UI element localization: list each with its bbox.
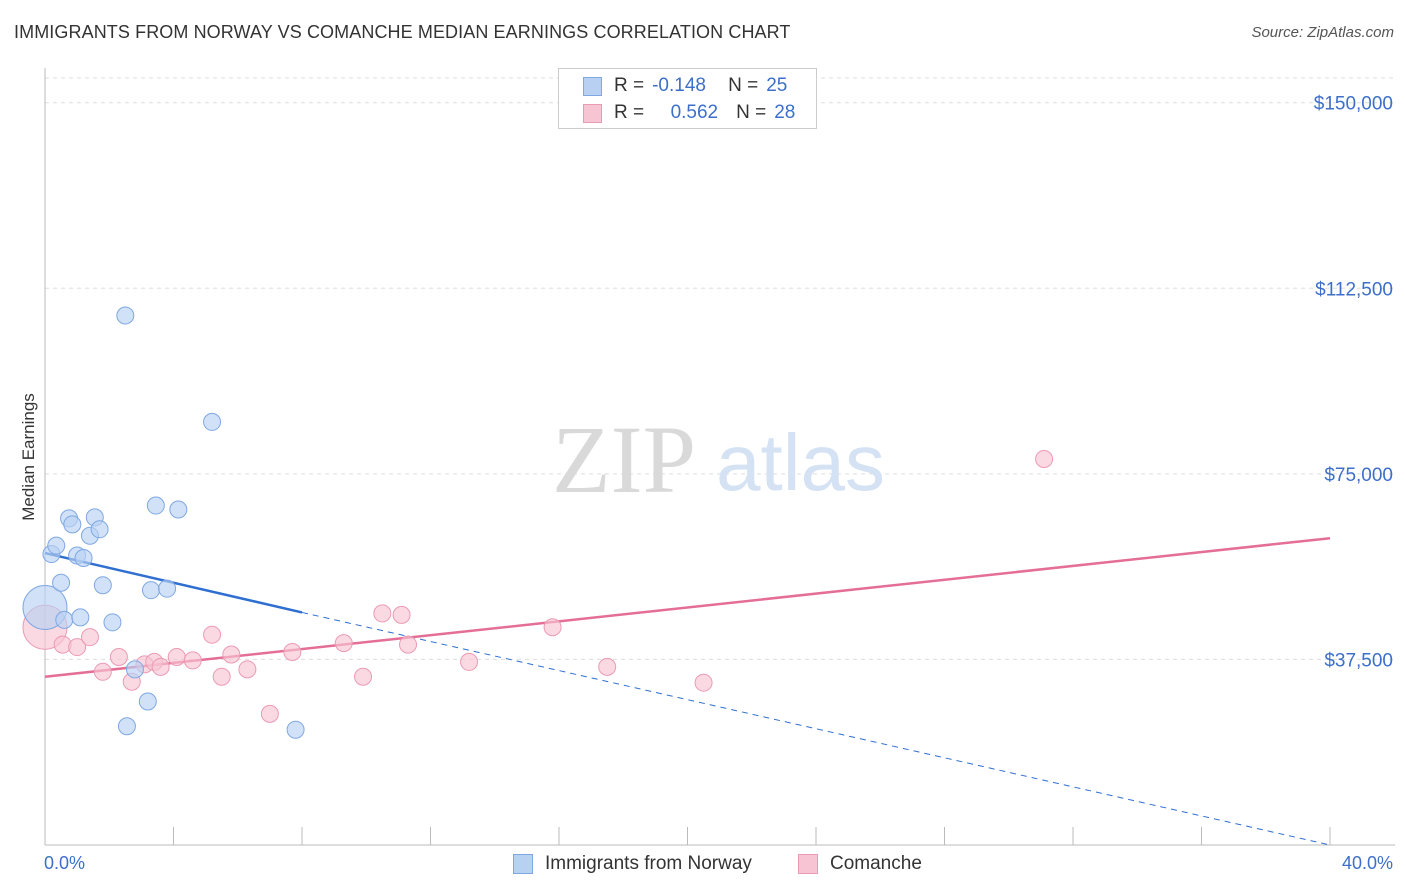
x-tick-label-max: 40.0% (1342, 853, 1393, 873)
norway-point (117, 717, 136, 736)
comanche-point (238, 660, 257, 679)
comanche-point (399, 635, 418, 654)
norway-swatch (513, 854, 533, 874)
comanche-point (334, 634, 353, 653)
axes (44, 68, 1395, 846)
norway-point (47, 536, 66, 555)
r-label: R = (614, 75, 645, 96)
norway-point (93, 576, 112, 595)
norway-swatch (583, 76, 602, 96)
r-label: R = (614, 102, 645, 123)
r-value: 0.562 (670, 102, 719, 123)
data-points (22, 306, 1054, 739)
y-axis-label: Median Earnings (19, 393, 38, 521)
n-label: N = (728, 75, 759, 96)
comanche-point (203, 625, 222, 644)
comanche-point (183, 651, 202, 670)
norway-point (125, 660, 144, 679)
trend-lines (44, 536, 1331, 846)
norway-point (138, 692, 157, 711)
norway-point (103, 613, 122, 632)
comanche-point (392, 605, 411, 624)
legend-row-norway: R = -0.148 N = 25 (583, 74, 787, 98)
comanche-point (283, 643, 302, 662)
n-value: 28 (774, 102, 796, 123)
comanche-point (260, 704, 279, 723)
correlation-legend: R = -0.148 N = 25 R = 0.562 N = 28 (558, 68, 817, 129)
y-tick-label: $112,500 (1315, 279, 1393, 300)
chart-title: IMMIGRANTS FROM NORWAY VS COMANCHE MEDIA… (14, 22, 791, 42)
watermark-atlas: atlas (716, 418, 885, 507)
norway-point (169, 500, 188, 519)
comanche-point (222, 645, 241, 664)
source-label: Source: ZipAtlas.com (1251, 24, 1394, 41)
bottom-legend-norway: Immigrants from Norway (513, 851, 752, 877)
comanche-point (167, 647, 186, 666)
tick-labels: $37,500 $75,000 $112,500 $150,000 0.0% 40.0% (44, 94, 1393, 873)
comanche-point (93, 662, 112, 681)
comanche-point (694, 673, 713, 692)
comanche-point (80, 628, 99, 647)
comanche-point (68, 638, 87, 657)
legend-row-comanche: R = 0.562 N = 28 (583, 101, 795, 125)
bottom-legend-comanche: Comanche (798, 851, 922, 877)
y-tick-label: $150,000 (1314, 94, 1393, 115)
norway-point (74, 548, 93, 567)
norway-point (116, 306, 135, 325)
norway-point (146, 496, 165, 515)
comanche-point (151, 657, 170, 676)
norway-trend-extension (301, 611, 1331, 846)
comanche-point (212, 667, 231, 686)
norway-point (55, 610, 74, 629)
x-tick-label-min: 0.0% (44, 853, 85, 873)
watermark: ZIP atlas (552, 406, 885, 513)
comanche-point (109, 647, 128, 666)
comanche-point (354, 667, 373, 686)
comanche-point (598, 657, 617, 676)
comanche-point (373, 604, 392, 623)
n-label: N = (736, 102, 767, 123)
comanche-trend-line (44, 536, 1331, 678)
norway-point (63, 515, 82, 534)
comanche-point (460, 652, 479, 671)
norway-point (52, 573, 71, 592)
comanche-swatch (798, 854, 818, 874)
y-tick-label: $37,500 (1324, 650, 1393, 671)
norway-point (203, 412, 222, 431)
comanche-swatch (583, 103, 602, 123)
norway-point (142, 581, 161, 600)
norway-point (286, 720, 305, 739)
n-value: 25 (766, 75, 788, 96)
norway-point (158, 579, 177, 598)
comanche-point (1035, 450, 1054, 469)
r-value: -0.148 (652, 75, 706, 96)
comanche-legend-label: Comanche (830, 853, 922, 874)
norway-legend-label: Immigrants from Norway (545, 853, 752, 874)
comanche-point (543, 618, 562, 637)
watermark-zip: ZIP (552, 406, 696, 513)
y-tick-label: $75,000 (1324, 465, 1393, 486)
gridlines (45, 77, 1395, 660)
norway-point (71, 608, 90, 627)
norway-point (90, 520, 109, 539)
